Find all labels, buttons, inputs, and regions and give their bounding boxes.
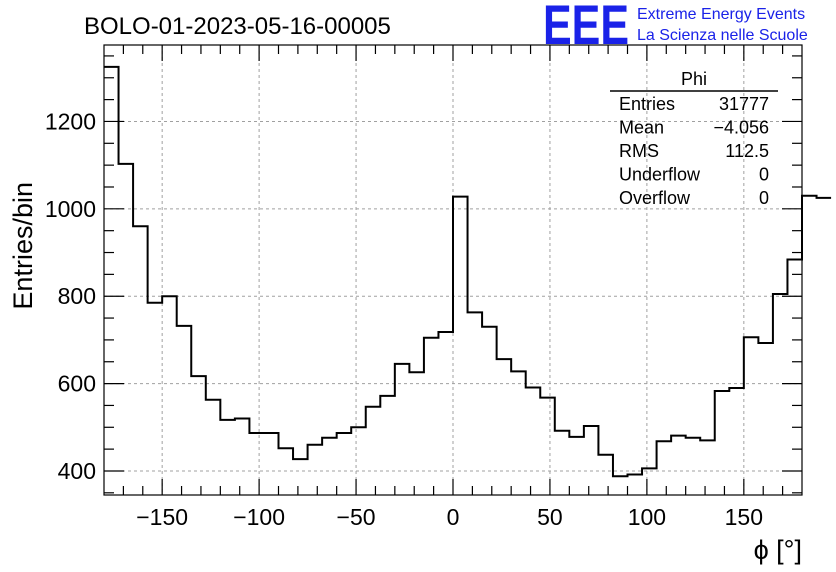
stats-value: 0 [759, 165, 769, 185]
histogram-bin [409, 372, 424, 495]
stats-name: Phi [681, 69, 707, 89]
brand-line-1: Extreme Energy Events [637, 6, 805, 23]
x-tick-labels: −150 −100 −50 0 50 100 150 [136, 504, 763, 530]
histogram-bin [686, 438, 701, 495]
stats-value: −4.056 [713, 118, 769, 138]
histogram-bin [569, 437, 584, 495]
histogram-bin [220, 420, 235, 495]
y-tick-label: 600 [58, 371, 96, 397]
stats-value: 112.5 [725, 141, 769, 161]
histogram-bin [744, 337, 759, 495]
y-tick-label: 800 [58, 283, 96, 309]
y-axis-title: Entries/bin [8, 182, 38, 310]
histogram-bin [511, 371, 526, 495]
histogram-bin [191, 376, 206, 495]
x-tick-label: −50 [337, 504, 376, 530]
y-tick-label: 1000 [45, 196, 96, 222]
histogram-bin [293, 459, 308, 495]
histogram-bin [366, 407, 381, 495]
histogram-bin [642, 468, 657, 495]
x-tick-label: 0 [447, 504, 460, 530]
chart-title: BOLO-01-2023-05-16-00005 [84, 13, 391, 40]
histogram-bin [802, 196, 817, 495]
y-tick-labels: 400 600 800 1000 1200 [45, 108, 96, 484]
histogram-bin [700, 440, 715, 495]
histogram-bin [351, 427, 366, 495]
histogram-bin [729, 388, 744, 495]
histogram-bin [758, 343, 773, 495]
histogram-bin [598, 455, 613, 495]
y-tick-label: 400 [58, 458, 96, 484]
histogram-bin [264, 433, 279, 495]
histogram-bin [613, 476, 628, 495]
histogram-bin [162, 296, 177, 495]
histogram-bin [133, 226, 148, 495]
histogram-bin [526, 388, 541, 495]
stats-value: 0 [759, 188, 769, 208]
stats-box: Phi Entries 31777 Mean −4.056 RMS 112.5 Underf… [610, 69, 778, 208]
stats-label: Entries [619, 94, 675, 114]
eee-logo: EEE [543, 0, 629, 56]
histogram-bin [148, 303, 163, 495]
x-tick-label: −100 [233, 504, 285, 530]
stats-value: 31777 [719, 94, 769, 114]
histogram-bin [657, 441, 672, 495]
histogram-line [104, 65, 832, 478]
brand-line-2: La Scienza nelle Scuole [637, 27, 808, 44]
histogram-bin [584, 426, 599, 495]
histogram-bin [540, 398, 555, 495]
histogram-bin [438, 332, 453, 495]
stats-rows: Entries 31777 Mean −4.056 RMS 112.5 Underflow 0… [619, 94, 769, 208]
histogram-bin [206, 400, 221, 495]
axis-ticks [104, 45, 802, 495]
histogram-bin [773, 294, 788, 495]
histogram-bin [380, 396, 395, 495]
histogram-bin [177, 326, 192, 495]
histogram-bin [787, 260, 802, 495]
histogram-bin [715, 391, 730, 495]
histogram-bin [337, 433, 352, 495]
histogram-bin [555, 431, 570, 495]
histogram-bin [671, 436, 686, 495]
histogram-bin [628, 474, 643, 495]
stats-label: Overflow [619, 188, 691, 208]
histogram-bin [249, 433, 264, 495]
histogram-bin [235, 419, 250, 495]
x-axis-title: ϕ [°] [754, 535, 802, 565]
histogram-bin [119, 164, 134, 495]
stats-label: Underflow [619, 165, 701, 185]
histogram-bin [482, 327, 497, 495]
y-tick-label: 1200 [45, 108, 96, 134]
histogram-bin [279, 448, 294, 495]
histogram-bin [497, 359, 512, 495]
x-tick-label: 150 [725, 504, 763, 530]
histogram-bin [468, 312, 483, 495]
histogram-bin [104, 67, 119, 495]
x-tick-label: −150 [136, 504, 188, 530]
histogram-bin [322, 438, 337, 495]
x-tick-label: 50 [537, 504, 563, 530]
histogram-bin [453, 197, 468, 495]
histogram-bin [424, 338, 439, 495]
x-tick-label: 100 [628, 504, 666, 530]
histogram-bin [817, 198, 832, 495]
histogram-bin [395, 364, 410, 495]
stats-label: Mean [619, 118, 664, 138]
stats-label: RMS [619, 141, 659, 161]
histogram-bin [308, 445, 323, 495]
